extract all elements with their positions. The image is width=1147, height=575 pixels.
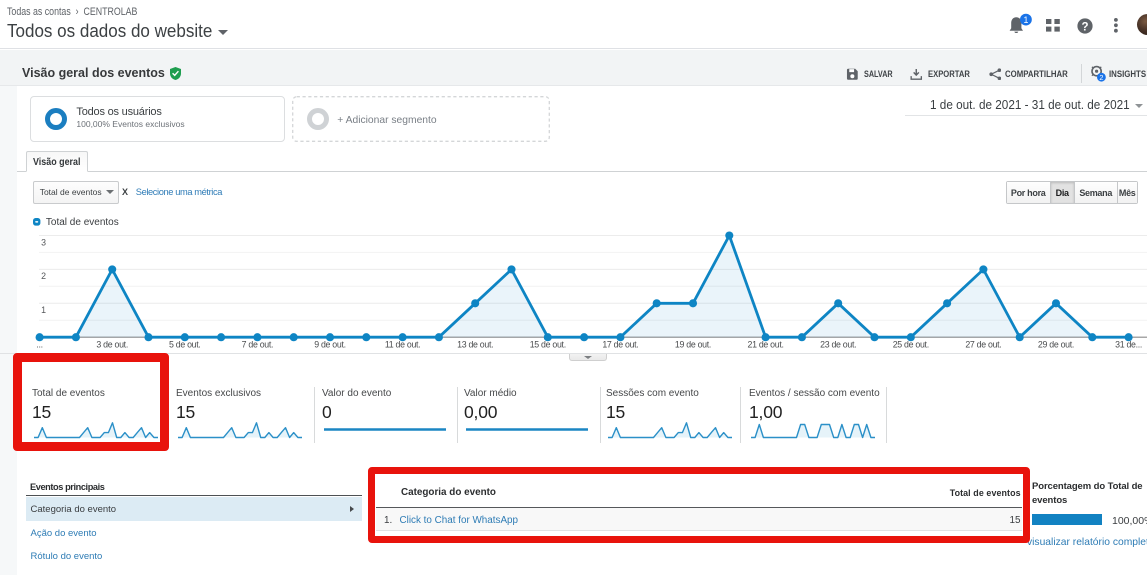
svg-text:21 de out.: 21 de out. [748,340,784,350]
svg-text:25 de out.: 25 de out. [893,340,929,350]
svg-text:15 de out.: 15 de out. [530,340,566,350]
svg-text:2: 2 [1099,73,1103,82]
svg-text:7 de out.: 7 de out. [242,340,274,350]
svg-text:1: 1 [41,305,46,315]
svg-text:27 de out.: 27 de out. [965,340,1001,350]
svg-text:13 de out.: 13 de out. [457,340,493,350]
svg-text:11 de out.: 11 de out. [385,340,420,350]
svg-text:29 de out.: 29 de out. [1038,340,1074,350]
svg-text:?: ? [1082,21,1089,33]
svg-text:23 de out.: 23 de out. [820,340,856,350]
svg-text:3 de out.: 3 de out. [96,340,128,350]
svg-text:2: 2 [41,271,46,281]
svg-text:1: 1 [1023,15,1028,25]
svg-text:3: 3 [41,237,46,247]
svg-text:5 de out.: 5 de out. [169,340,201,350]
svg-text:9 de out.: 9 de out. [314,340,346,350]
svg-text:...: ... [36,340,42,350]
svg-text:19 de out.: 19 de out. [675,340,711,350]
svg-text:17 de out.: 17 de out. [602,340,638,350]
svg-text:31 de...: 31 de... [1115,340,1142,350]
